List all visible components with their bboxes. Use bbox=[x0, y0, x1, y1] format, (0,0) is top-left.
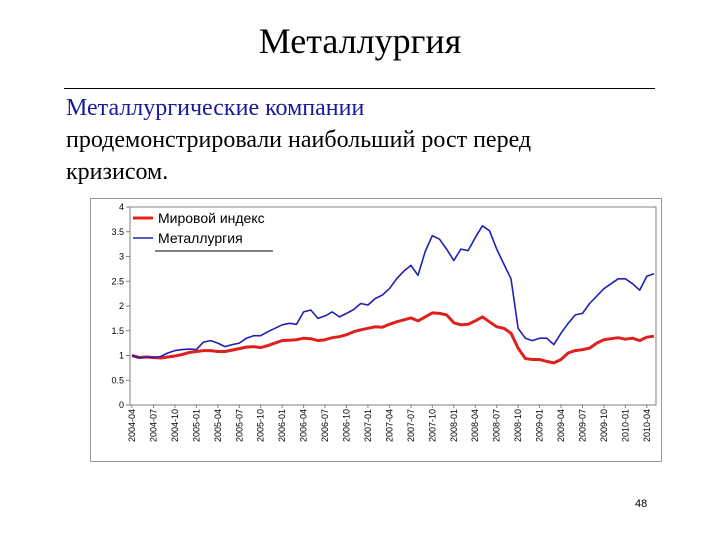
x-tick-label: 2007-07 bbox=[406, 409, 416, 442]
x-tick-label: 2009-04 bbox=[556, 409, 566, 442]
x-tick-label: 2008-10 bbox=[513, 409, 523, 442]
x-tick-label: 2004-07 bbox=[148, 409, 158, 442]
y-tick-label: 0 bbox=[119, 400, 124, 410]
y-tick-label: 3.5 bbox=[111, 227, 124, 237]
x-tick-label: 2006-04 bbox=[299, 409, 309, 442]
y-tick-label: 4 bbox=[119, 202, 124, 212]
x-tick-label: 2005-04 bbox=[213, 409, 223, 442]
y-tick-label: 2 bbox=[119, 301, 124, 311]
x-tick-label: 2005-07 bbox=[234, 409, 244, 442]
body-text-line-2: продемонстрировали наибольший рост перед bbox=[66, 127, 532, 153]
y-tick-label: 2.5 bbox=[111, 276, 124, 286]
y-tick-label: 0.5 bbox=[111, 375, 124, 385]
x-tick-label: 2005-10 bbox=[256, 409, 266, 442]
body-text-line-3: кризисом. bbox=[66, 159, 169, 185]
body-text-line-1: Металлургические компании bbox=[66, 95, 365, 121]
x-tick-label: 2007-01 bbox=[363, 409, 373, 442]
y-tick-label: 1.5 bbox=[111, 326, 124, 336]
slide-body-text: Металлургические компании продемонстриро… bbox=[66, 92, 666, 188]
x-tick-label: 2008-01 bbox=[449, 409, 459, 442]
series-line-metallurgy bbox=[131, 224, 655, 359]
chart-container: 0 0.5 1 1.5 2 2.5 3 3.5 4 2004-04 2004-07 2004-10 20… bbox=[90, 198, 662, 462]
x-tick-label: 2006-10 bbox=[342, 409, 352, 442]
x-tick-label: 2009-10 bbox=[599, 409, 609, 442]
legend-label: Мировой индекс bbox=[158, 210, 265, 226]
x-tick-label: 2010-04 bbox=[642, 409, 652, 442]
slide-title: Металлургия bbox=[258, 21, 462, 61]
x-tick-label: 2007-10 bbox=[427, 409, 437, 442]
x-tick-label: 2006-01 bbox=[277, 409, 287, 442]
x-tick-label: 2004-10 bbox=[170, 409, 180, 442]
x-tick-label: 2007-04 bbox=[384, 409, 394, 442]
x-tick-label: 2008-07 bbox=[492, 409, 502, 442]
x-tick-label: 2010-01 bbox=[620, 409, 630, 442]
title-divider bbox=[64, 88, 655, 89]
x-tick-label: 2004-04 bbox=[127, 409, 137, 442]
legend-label: Металлургия bbox=[158, 230, 243, 246]
x-tick-label: 2009-01 bbox=[535, 409, 545, 442]
y-tick-label: 1 bbox=[119, 351, 124, 361]
x-tick-label: 2006-07 bbox=[320, 409, 330, 442]
line-chart: 0 0.5 1 1.5 2 2.5 3 3.5 4 2004-04 2004-07 2004-10 20… bbox=[111, 202, 657, 442]
x-tick-label: 2009-07 bbox=[577, 409, 587, 442]
x-tick-label: 2008-04 bbox=[470, 409, 480, 442]
series-line-world-index bbox=[131, 311, 655, 365]
x-tick-label: 2005-01 bbox=[191, 409, 201, 442]
page-number: 48 bbox=[635, 498, 648, 510]
y-tick-label: 3 bbox=[119, 252, 124, 262]
